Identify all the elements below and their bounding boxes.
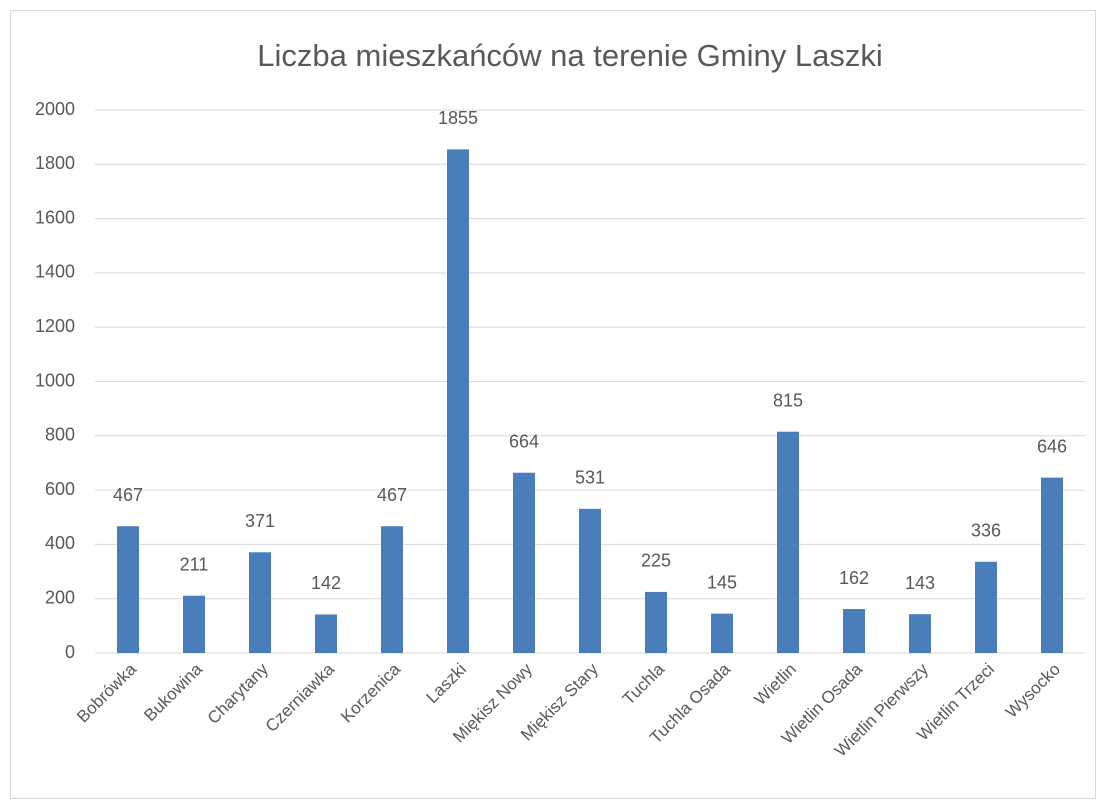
data-label: 1855 (438, 108, 478, 128)
data-label: 225 (641, 551, 671, 571)
bar (579, 508, 601, 653)
bar (777, 431, 799, 653)
data-label: 467 (113, 485, 143, 505)
data-label: 664 (509, 431, 539, 451)
y-tick-label: 1000 (35, 370, 75, 390)
y-tick-label: 1200 (35, 316, 75, 336)
y-tick-label: 400 (45, 533, 75, 553)
bar (909, 614, 931, 653)
data-label: 145 (707, 572, 737, 592)
data-label: 142 (311, 573, 341, 593)
bar (381, 526, 403, 653)
bar (117, 526, 139, 653)
bar (843, 609, 865, 653)
y-tick-label: 1800 (35, 153, 75, 173)
data-label: 531 (575, 468, 605, 488)
data-label: 467 (377, 485, 407, 505)
data-label: 815 (773, 390, 803, 410)
y-tick-label: 1400 (35, 262, 75, 282)
data-label: 162 (839, 568, 869, 588)
bar (975, 561, 997, 653)
chart-border (10, 10, 1096, 799)
data-label: 143 (905, 573, 935, 593)
y-tick-label: 200 (45, 587, 75, 607)
chart-title: Liczba mieszkańców na terenie Gminy Lasz… (257, 38, 882, 73)
bar (645, 591, 667, 653)
data-label: 371 (245, 511, 275, 531)
y-tick-label: 1600 (35, 207, 75, 227)
y-tick-label: 0 (65, 642, 75, 662)
bar (315, 614, 337, 653)
bar (1041, 477, 1063, 653)
data-label: 336 (971, 521, 1001, 541)
bar (513, 472, 535, 653)
data-label: 211 (180, 554, 209, 574)
y-tick-label: 2000 (35, 99, 75, 119)
y-tick-label: 800 (45, 425, 75, 445)
bar (711, 613, 733, 653)
data-label: 646 (1037, 436, 1067, 456)
bar (183, 595, 205, 653)
bar (447, 149, 469, 653)
y-tick-label: 600 (45, 479, 75, 499)
bar (249, 552, 271, 653)
